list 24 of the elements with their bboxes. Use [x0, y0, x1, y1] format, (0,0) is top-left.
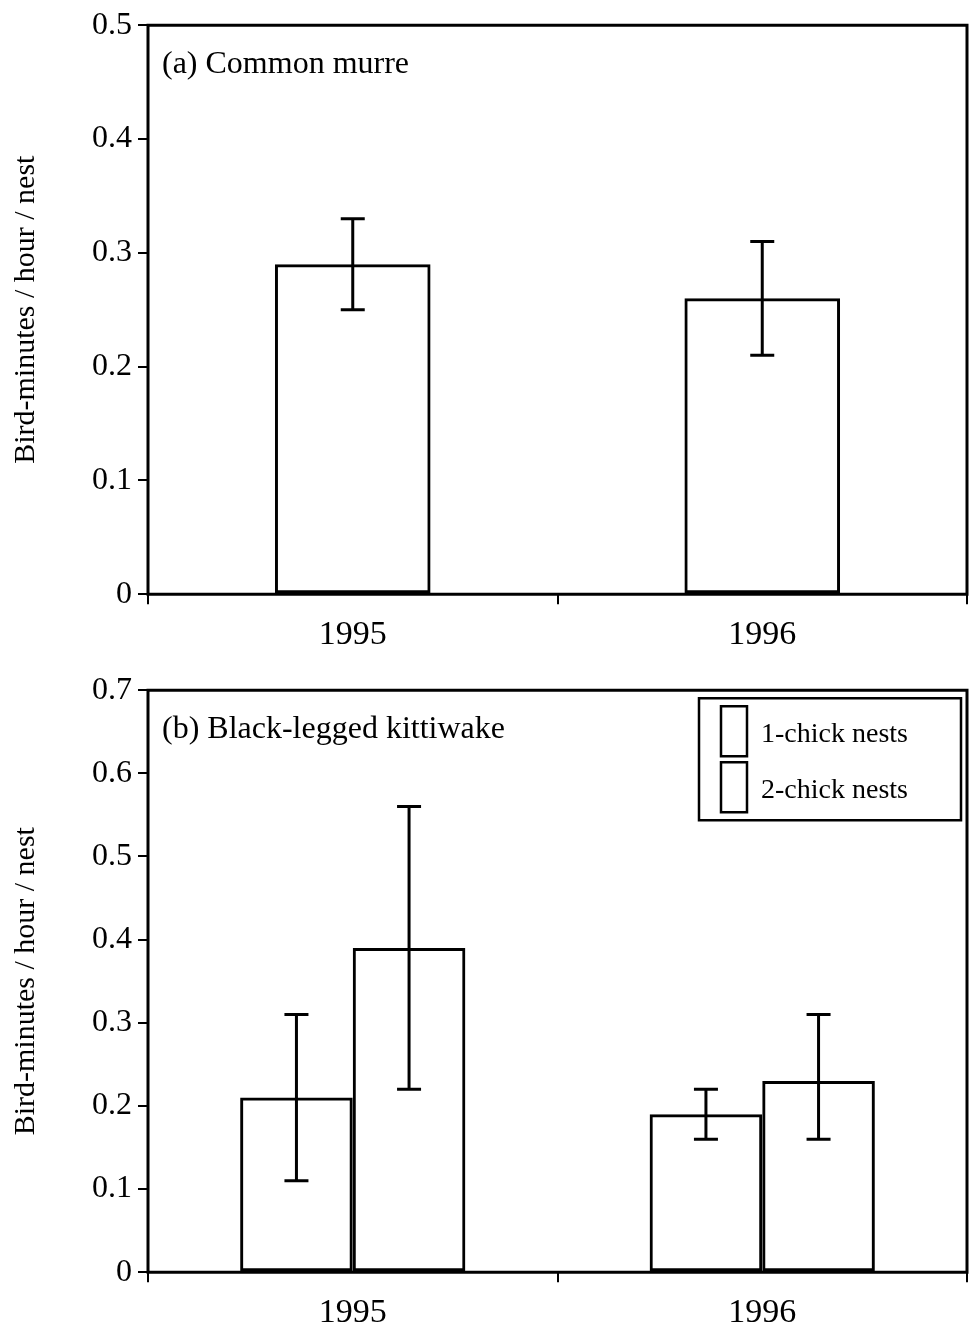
y-axis-title: Bird-minutes / hour / nest: [6, 826, 40, 1136]
x-tick-label: 1996: [728, 613, 797, 651]
y-tick-label: 0.5: [92, 835, 132, 872]
y-tick-label: 0.2: [92, 1085, 132, 1122]
y-tick-label: 0.4: [92, 919, 132, 956]
y-tick-label: 0.5: [92, 4, 132, 41]
y-tick-label: 0.3: [92, 1002, 132, 1039]
y-tick-label: 0.7: [92, 669, 132, 706]
y-tick-label: 0: [116, 573, 132, 610]
y-tick-label: 0: [116, 1251, 132, 1288]
text: (b) Black-legged kittiwake: [162, 709, 505, 746]
y-tick-label: 0.1: [92, 459, 132, 496]
x-tick-label: 1995: [318, 1291, 387, 1329]
y-tick-label: 0.1: [92, 1168, 132, 1205]
x-tick-label: 1996: [728, 1291, 797, 1329]
text: (a) Common murre: [162, 44, 410, 81]
legend-label: 1-chick nests: [761, 717, 908, 749]
y-tick-label: 0.3: [92, 232, 132, 269]
x-tick-label: 1995: [318, 613, 387, 651]
legend-label: 2-chick nests: [761, 773, 908, 805]
y-axis-title: Bird-minutes / hour / nest: [6, 154, 40, 464]
y-tick-label: 0.4: [92, 118, 132, 155]
y-tick-label: 0.2: [92, 346, 132, 383]
y-tick-label: 0.6: [92, 752, 132, 789]
